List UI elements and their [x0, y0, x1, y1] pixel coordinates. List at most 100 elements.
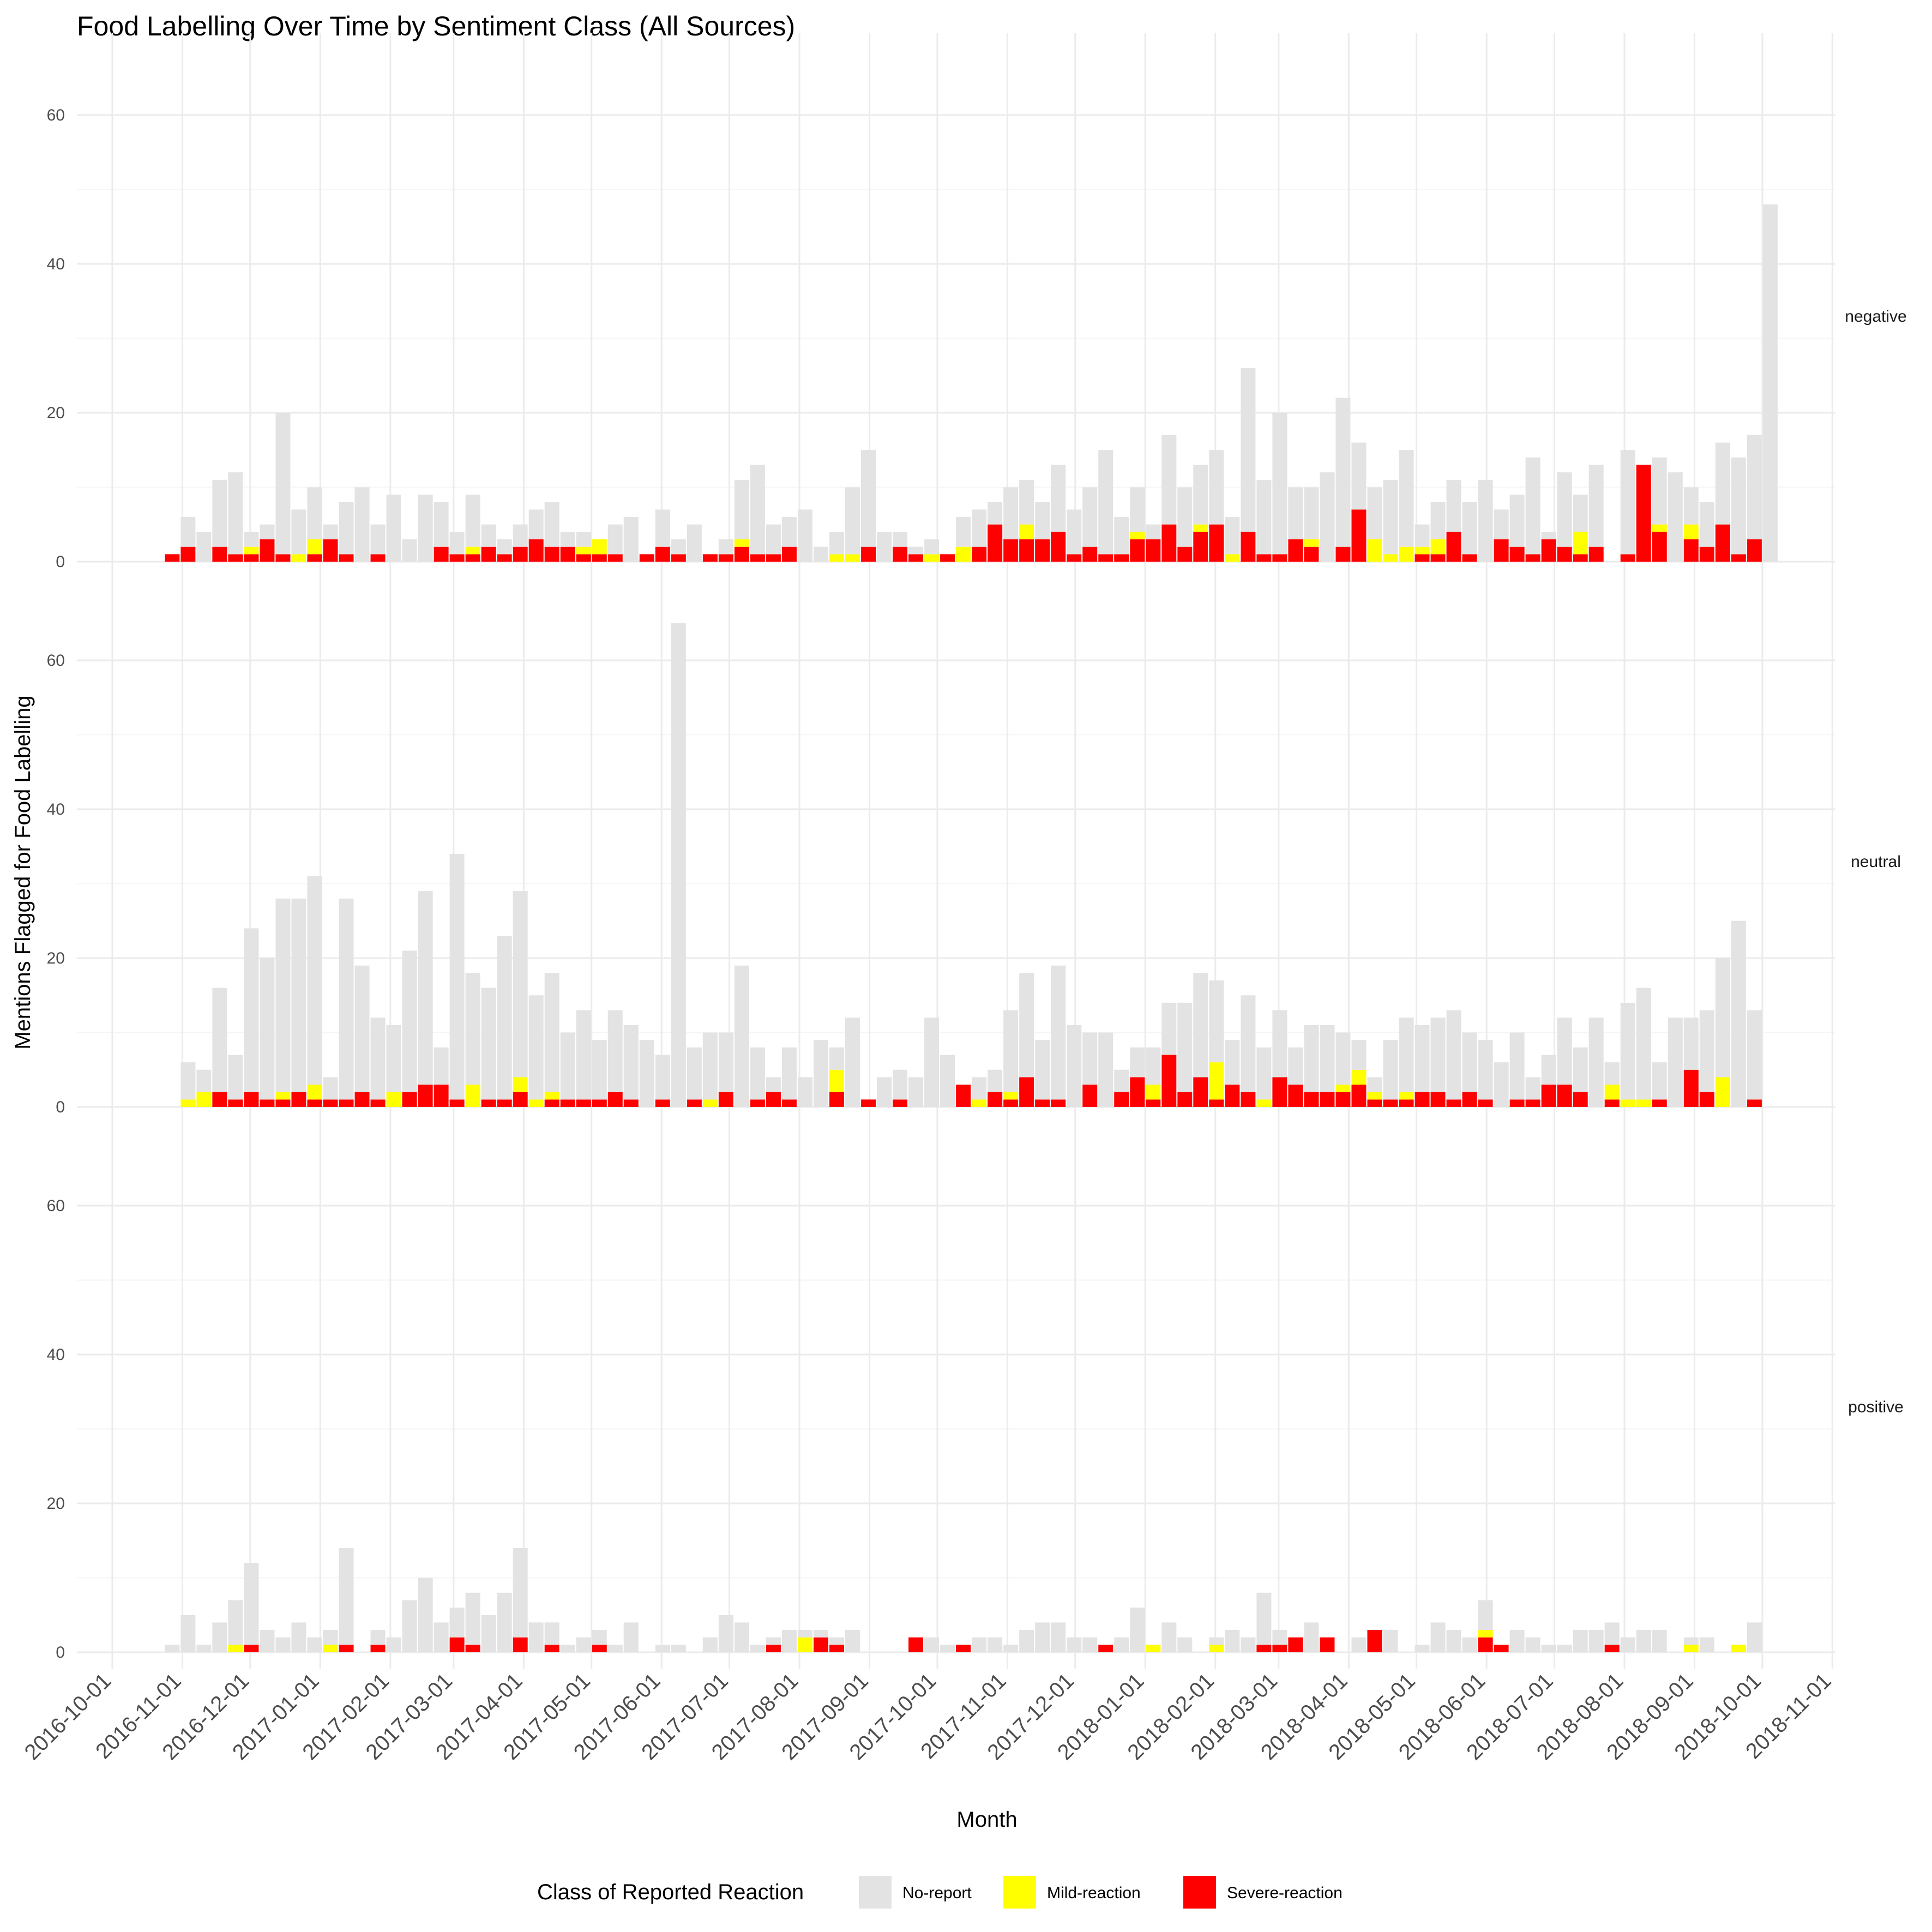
- y-tick-label: 20: [47, 949, 65, 967]
- bar-severe-reaction: [1051, 1099, 1066, 1107]
- legend-label: No-report: [902, 1884, 972, 1902]
- bar-mild-reaction: [1715, 1077, 1730, 1107]
- legend-key: [859, 1876, 892, 1909]
- bar-mild-reaction: [1193, 524, 1208, 532]
- bar-no-report: [1035, 1622, 1050, 1652]
- bar-no-report: [1335, 398, 1351, 547]
- bar-severe-reaction: [1130, 1077, 1145, 1107]
- bar-mild-reaction: [1209, 1645, 1224, 1652]
- bar-no-report: [1462, 1032, 1477, 1092]
- bar-mild-reaction: [1367, 1092, 1382, 1100]
- bar-no-report: [1383, 1040, 1398, 1100]
- bar-no-report: [1620, 1002, 1635, 1100]
- bar-mild-reaction: [1731, 1645, 1746, 1652]
- bar-no-report: [1573, 1630, 1588, 1652]
- bar-severe-reaction: [291, 1092, 306, 1107]
- bar-severe-reaction: [1462, 554, 1477, 562]
- bar-no-report: [1668, 472, 1683, 562]
- bar-severe-reaction: [1288, 1637, 1303, 1652]
- bar-no-report: [560, 1645, 575, 1652]
- bar-severe-reaction: [212, 1092, 227, 1107]
- bar-no-report: [1082, 1637, 1098, 1652]
- bar-no-report: [924, 539, 940, 555]
- bar-mild-reaction: [1620, 1099, 1635, 1107]
- bar-no-report: [196, 532, 212, 562]
- bar-no-report: [1130, 1047, 1145, 1078]
- bar-mild-reaction: [1351, 1069, 1367, 1085]
- bar-severe-reaction: [1525, 1099, 1540, 1107]
- bar-no-report: [1241, 368, 1256, 532]
- bar-no-report: [1573, 495, 1588, 532]
- bar-no-report: [1256, 1592, 1272, 1645]
- bar-no-report: [702, 1032, 718, 1100]
- bar-severe-reaction: [1588, 546, 1604, 562]
- bar-severe-reaction: [1272, 554, 1287, 562]
- bar-no-report: [671, 1645, 686, 1652]
- bar-severe-reaction: [1446, 1099, 1461, 1107]
- bar-severe-reaction: [339, 554, 354, 562]
- legend-label: Severe-reaction: [1227, 1884, 1343, 1902]
- bar-severe-reaction: [1573, 554, 1588, 562]
- bar-no-report: [1604, 1622, 1620, 1645]
- bar-no-report: [1683, 1018, 1699, 1070]
- bar-no-report: [1241, 995, 1256, 1092]
- legend: Class of Reported Reaction No-report Mild…: [537, 1876, 1343, 1909]
- bar-no-report: [418, 1578, 433, 1652]
- bar-no-report: [1082, 487, 1098, 547]
- bar-no-report: [1557, 472, 1572, 547]
- bar-severe-reaction: [544, 1645, 559, 1652]
- bar-severe-reaction: [244, 1645, 259, 1652]
- bar-no-report: [1288, 487, 1303, 540]
- bar-no-report: [718, 1615, 733, 1652]
- bar-severe-reaction: [1541, 1085, 1556, 1107]
- bar-no-report: [576, 532, 591, 547]
- chart-title: Food Labelling Over Time by Sentiment Cl…: [77, 11, 795, 41]
- bar-no-report: [228, 1600, 243, 1645]
- bar-no-report: [1731, 920, 1746, 1107]
- bar-no-report: [323, 524, 338, 540]
- bar-no-report: [1256, 1047, 1272, 1100]
- bar-mild-reaction: [845, 554, 860, 562]
- bar-severe-reaction: [418, 1085, 433, 1107]
- bar-no-report: [1541, 532, 1556, 540]
- bar-mild-reaction: [1225, 554, 1240, 562]
- x-axis: 2016-10-012016-11-012016-12-012017-01-01…: [20, 1669, 1836, 1765]
- bar-severe-reaction: [1699, 1092, 1714, 1107]
- bar-no-report: [1747, 1010, 1762, 1100]
- bar-no-report: [434, 502, 449, 547]
- bar-severe-reaction: [449, 554, 465, 562]
- bar-no-report: [1430, 502, 1446, 540]
- bar-no-report: [908, 1077, 924, 1107]
- bar-no-report: [465, 495, 480, 547]
- bar-no-report: [275, 898, 291, 1092]
- bar-no-report: [1557, 1645, 1572, 1652]
- bar-mild-reaction: [291, 554, 306, 562]
- bar-no-report: [718, 539, 733, 555]
- bar-severe-reaction: [829, 1645, 844, 1652]
- bar-mild-reaction: [972, 1099, 987, 1107]
- bar-severe-reaction: [228, 554, 243, 562]
- bar-no-report: [1494, 509, 1509, 540]
- bar-severe-reaction: [528, 539, 544, 562]
- y-axis-title: Mentions Flagged for Food Labelling: [11, 695, 35, 1049]
- bar-mild-reaction: [829, 1069, 844, 1092]
- bar-no-report: [988, 1069, 1003, 1092]
- bar-no-report: [1161, 1002, 1177, 1055]
- bar-no-report: [718, 1032, 733, 1092]
- bar-no-report: [1478, 479, 1493, 562]
- bar-no-report: [1067, 509, 1082, 555]
- bar-no-report: [1415, 1645, 1430, 1652]
- bar-no-report: [750, 1047, 765, 1100]
- panel-neutral: 0 20 40 60 neutral: [47, 578, 1901, 1123]
- bar-severe-reaction: [1272, 1645, 1287, 1652]
- bar-mild-reaction: [829, 554, 844, 562]
- bar-severe-reaction: [1351, 509, 1367, 562]
- bar-no-report: [1636, 1630, 1651, 1652]
- bar-no-report: [1051, 465, 1066, 532]
- panel-negative: 0 20 40 60 negative: [47, 33, 1907, 578]
- bar-severe-reaction: [1367, 1630, 1382, 1652]
- bar-mild-reaction: [1604, 1085, 1620, 1100]
- bar-severe-reaction: [1478, 1099, 1493, 1107]
- bar-severe-reaction: [1494, 1645, 1509, 1652]
- bar-mild-reaction: [1399, 546, 1414, 562]
